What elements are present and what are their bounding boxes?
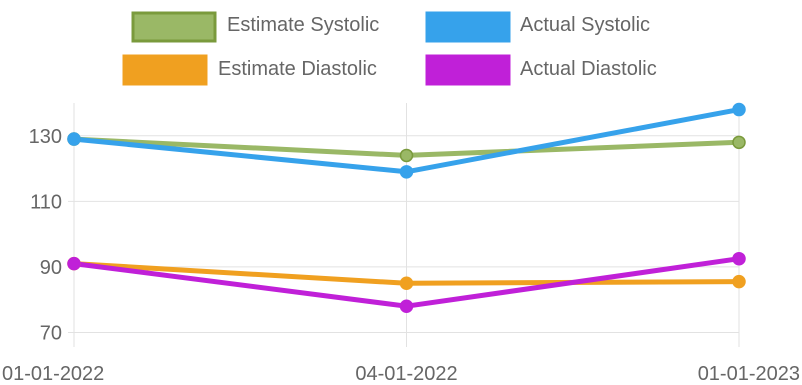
x-tick-label: 01-01-2023: [698, 363, 800, 385]
chart-legend: Estimate Systolic Actual Systolic Estimate…: [122, 11, 657, 86]
y-tick-label: 90: [40, 257, 62, 279]
legend-label: Actual Diastolic: [520, 58, 657, 80]
legend-swatch: [425, 54, 511, 86]
y-tick-label: 130: [29, 126, 62, 148]
legend-label: Estimate Diastolic: [218, 58, 377, 80]
actual-systolic-point[interactable]: [67, 132, 81, 146]
actual-diastolic-point[interactable]: [67, 256, 81, 271]
legend-label: Actual Systolic: [520, 14, 650, 36]
actual-systolic-point[interactable]: [732, 102, 746, 117]
x-axis: 01-01-2022 04-01-2022 01-01-2023: [2, 363, 800, 385]
estimate-diastolic-point[interactable]: [732, 274, 746, 289]
estimate-systolic-point[interactable]: [732, 135, 746, 150]
estimate-diastolic-point[interactable]: [399, 276, 414, 291]
legend-swatch: [131, 11, 217, 43]
y-tick-label: 70: [40, 322, 62, 344]
y-tick-label: 110: [30, 191, 62, 213]
actual-diastolic-point[interactable]: [732, 251, 746, 266]
estimate-systolic-point[interactable]: [399, 148, 414, 163]
legend-item-actual-diastolic[interactable]: Actual Diastolic: [425, 54, 657, 86]
legend-swatch: [122, 54, 208, 86]
actual-systolic-point[interactable]: [399, 165, 414, 179]
legend-swatch: [425, 11, 511, 43]
legend-label: Estimate Systolic: [227, 14, 379, 36]
chart-grid: [68, 103, 740, 347]
legend-item-estimate-diastolic[interactable]: Estimate Diastolic: [122, 54, 377, 86]
legend-item-actual-systolic[interactable]: Actual Systolic: [425, 11, 650, 43]
series-points: [67, 102, 746, 313]
x-tick-label: 01-01-2022: [2, 363, 104, 385]
y-axis: 130 110 90 70: [29, 126, 62, 345]
legend-item-estimate-systolic[interactable]: Estimate Systolic: [131, 11, 379, 43]
x-tick-label: 04-01-2022: [355, 363, 457, 385]
actual-diastolic-point[interactable]: [399, 299, 414, 313]
